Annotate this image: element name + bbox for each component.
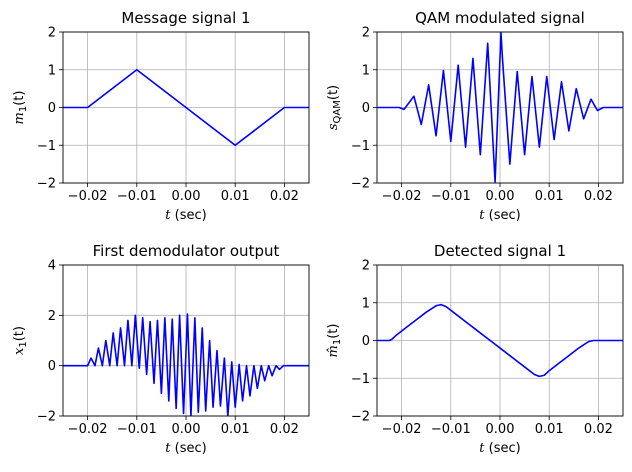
x-tick-label: −0.01: [117, 422, 157, 437]
y-axis-label: sQAM(t): [326, 85, 343, 130]
y-tick-label: 4: [48, 259, 56, 274]
subplot-title: QAM modulated signal: [415, 9, 585, 27]
y-tick-label: 0: [362, 101, 370, 116]
y-tick-label: −2: [37, 410, 56, 425]
x-tick-label: −0.01: [117, 189, 157, 204]
y-axis-label-sub: 1: [18, 106, 29, 112]
y-axis-label-sub: QAM: [332, 100, 343, 123]
y-axis-label: x1(t): [12, 326, 29, 355]
series-line: [377, 303, 623, 378]
x-axis-label-unit: (sec): [485, 441, 521, 456]
x-axis-label-var: t: [165, 208, 171, 223]
x-axis-label-var: t: [479, 441, 485, 456]
y-axis-label: m1(t): [12, 91, 29, 125]
x-tick-label: 0.02: [584, 422, 613, 437]
series-line: [377, 32, 623, 183]
y-tick-label: −2: [351, 177, 370, 192]
x-tick-label: 0.02: [270, 422, 299, 437]
y-tick-label: 2: [362, 26, 370, 41]
y-axis-label-arg: (t): [12, 326, 27, 341]
y-axis-label: m̂1(t): [326, 324, 343, 358]
x-axis-label-unit: (sec): [485, 208, 521, 223]
x-axis-label: t (sec): [479, 441, 520, 456]
x-tick-label: 0.01: [535, 189, 564, 204]
y-tick-label: 1: [362, 63, 370, 78]
y-tick-label: 0: [362, 334, 370, 349]
y-axis-label-main: m̂: [326, 345, 341, 357]
y-tick-label: 0: [48, 359, 56, 374]
x-tick-label: 0.00: [172, 189, 201, 204]
subplot-2: −0.02 −0.01 0.00 0.01 0.02 −2 −1 0 1 2 QAM modulat…: [326, 9, 624, 223]
x-tick-label: 0.00: [486, 422, 515, 437]
x-axis-label: t (sec): [165, 208, 206, 223]
y-axis-label-arg: (t): [12, 91, 27, 106]
x-tick-label: −0.02: [382, 422, 422, 437]
x-axis-label-var: t: [479, 208, 485, 223]
x-tick-label: 0.00: [486, 189, 515, 204]
y-tick-label: 1: [48, 63, 56, 78]
x-axis-label: t (sec): [479, 208, 520, 223]
y-axis-label-arg: (t): [326, 85, 341, 100]
x-axis-label: t (sec): [165, 441, 206, 456]
subplot-1: −0.02 −0.01 0.00 0.01 0.02 −2 −1 0 1 2 Message sig…: [12, 9, 310, 223]
subplot-title: First demodulator output: [93, 242, 280, 260]
x-tick-label: −0.02: [382, 189, 422, 204]
y-tick-label: 2: [362, 259, 370, 274]
y-tick-label: 0: [48, 101, 56, 116]
y-tick-label: −1: [351, 372, 370, 387]
subplot-title: Detected signal 1: [434, 242, 566, 260]
series-line: [63, 68, 309, 147]
x-axis-label-unit: (sec): [171, 208, 207, 223]
x-tick-label: 0.00: [172, 422, 201, 437]
subplot-title: Message signal 1: [121, 9, 250, 27]
y-axis-label-main: s: [326, 123, 341, 130]
x-axis-label-var: t: [165, 441, 171, 456]
y-axis-label-sub: 1: [18, 341, 29, 347]
subplot-3: −0.02 −0.01 0.00 0.01 0.02 −2 0 2 4 First demodul…: [12, 242, 310, 456]
subplot-4: −0.02 −0.01 0.00 0.01 0.02 −2 −1 0 1 2 Detected si…: [326, 242, 624, 456]
x-tick-label: 0.02: [584, 189, 613, 204]
y-axis-label-main: m: [12, 112, 27, 124]
x-tick-label: 0.01: [535, 422, 564, 437]
y-tick-label: 1: [362, 296, 370, 311]
y-tick-label: −2: [351, 410, 370, 425]
y-tick-label: −2: [37, 177, 56, 192]
x-tick-label: 0.02: [270, 189, 299, 204]
x-tick-label: 0.01: [221, 422, 250, 437]
y-axis-label-arg: (t): [326, 324, 341, 339]
series-line: [63, 313, 309, 416]
y-tick-label: 2: [48, 309, 56, 324]
y-tick-label: −1: [37, 139, 56, 154]
y-tick-label: 2: [48, 26, 56, 41]
y-axis-label-main: x: [12, 347, 27, 355]
y-tick-label: −1: [351, 139, 370, 154]
x-tick-label: −0.02: [68, 422, 108, 437]
x-tick-label: −0.01: [431, 189, 471, 204]
x-tick-label: −0.02: [68, 189, 108, 204]
x-axis-label-unit: (sec): [171, 441, 207, 456]
y-axis-label-sub: 1: [332, 339, 343, 345]
x-tick-label: −0.01: [431, 422, 471, 437]
x-tick-label: 0.01: [221, 189, 250, 204]
